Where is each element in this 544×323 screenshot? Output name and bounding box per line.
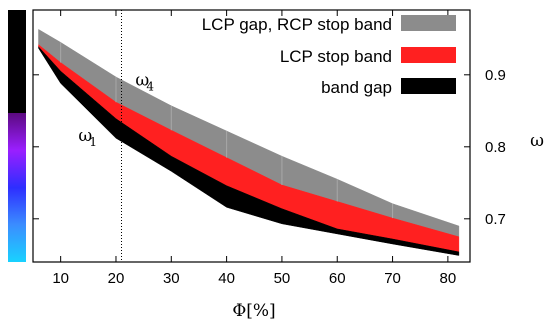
x-tick-label: 20 — [108, 270, 125, 287]
annotation-subscript-1: 1 — [89, 135, 97, 149]
annotation-omega-4: ω — [135, 71, 149, 91]
x-tick-label: 70 — [384, 270, 401, 287]
y-tick-label: 0.8 — [485, 139, 506, 156]
band-areas — [38, 28, 460, 256]
annotation-omega-1: ω — [78, 126, 92, 146]
y-axis: 0.7 0.8 0.9 — [33, 67, 506, 228]
legend-swatch-1 — [401, 47, 456, 63]
annotation-subscript-4: 4 — [146, 80, 154, 94]
y-axis-label: ω — [530, 131, 544, 151]
x-tick-label: 50 — [274, 270, 291, 287]
legend-label-2: band gap — [321, 78, 392, 97]
legend-label-1: LCP stop band — [280, 47, 392, 66]
legend: LCP gap, RCP stop band LCP stop band band … — [202, 15, 456, 97]
x-tick-label: 10 — [52, 270, 69, 287]
legend-label-0: LCP gap, RCP stop band — [202, 15, 392, 34]
legend-swatch-2 — [401, 78, 456, 94]
x-tick-label: 40 — [218, 270, 235, 287]
legend-swatch-0 — [401, 15, 456, 31]
x-tick-label: 80 — [440, 270, 457, 287]
x-tick-label: 60 — [329, 270, 346, 287]
x-axis: 10 20 30 40 50 60 70 80 — [52, 10, 456, 287]
plot-border — [32, 9, 471, 263]
plot-frame — [32, 9, 471, 263]
y-tick-label: 0.9 — [485, 67, 506, 84]
frequency-color-strip — [8, 10, 26, 262]
band-area-2 — [38, 46, 460, 256]
x-axis-label: Φ[%] — [232, 301, 275, 321]
color-strip-bar — [8, 10, 26, 262]
x-tick-label: 30 — [163, 270, 180, 287]
y-tick-label: 0.7 — [485, 211, 506, 228]
